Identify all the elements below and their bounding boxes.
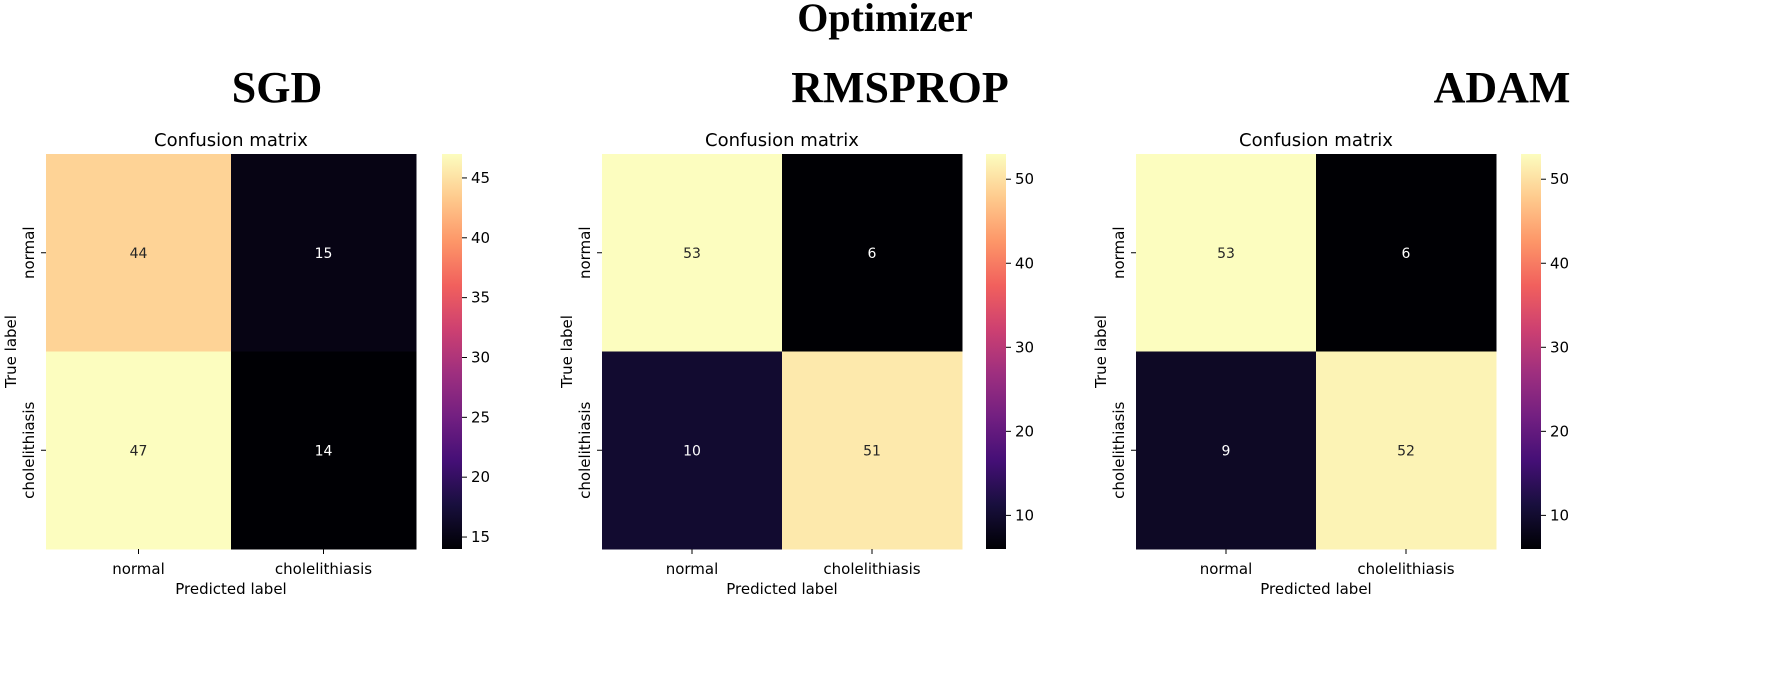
x-tick-label: cholelithiasis (1357, 560, 1454, 578)
x-tick-label: normal (1200, 560, 1253, 578)
y-tick-label: cholelithiasis (20, 401, 38, 498)
heatmap-panel-2: 53 6 9 52 Confusion matrix normal cholelithias… (1092, 130, 1569, 598)
y-tick-label: normal (20, 226, 38, 279)
cell-value-label: 6 (868, 246, 877, 262)
panel-title-sgd: SGD (231, 63, 323, 112)
cell-value-label: 44 (130, 246, 148, 262)
colorbar-tick-label: 20 (471, 468, 490, 486)
colorbar-tick-label: 35 (471, 289, 490, 307)
y-tick-label: normal (576, 226, 594, 279)
heatmap-cell (602, 351, 783, 550)
panel-title-rmsprop: RMSPROP (791, 63, 1009, 112)
cell-value-label: 6 (1402, 246, 1411, 262)
heatmap-cell (1136, 351, 1317, 550)
y-tick-label: cholelithiasis (576, 401, 594, 498)
colorbar-tick-label: 20 (1015, 422, 1034, 440)
colorbar-tick-label: 20 (1550, 422, 1569, 440)
colorbar-tick-label: 40 (471, 229, 490, 247)
colorbar-tick-label: 40 (1550, 254, 1569, 272)
colorbar (442, 154, 462, 549)
colorbar-tick-label: 50 (1550, 170, 1569, 188)
cell-value-label: 53 (1217, 246, 1235, 262)
heatmap-cell (231, 351, 417, 550)
y-axis-label: True label (1092, 315, 1110, 389)
cell-value-label: 9 (1222, 443, 1231, 459)
colorbar-tick-label: 15 (471, 528, 490, 546)
x-tick-label: cholelithiasis (823, 560, 920, 578)
y-tick-label: normal (1110, 226, 1128, 279)
y-tick-label: cholelithiasis (1110, 401, 1128, 498)
cell-value-label: 52 (1397, 443, 1415, 459)
heatmap-cell (1316, 154, 1497, 352)
colorbar (986, 154, 1006, 549)
heatmap-title: Confusion matrix (154, 130, 308, 151)
cell-value-label: 10 (683, 443, 701, 459)
x-tick-label: cholelithiasis (275, 560, 372, 578)
heatmap-cell (602, 154, 783, 352)
colorbar-tick-label: 25 (471, 408, 490, 426)
colorbar-tick-label: 30 (471, 348, 490, 366)
x-axis-label: Predicted label (726, 580, 837, 598)
colorbar-tick-label: 40 (1015, 254, 1034, 272)
colorbar-tick-label: 10 (1015, 506, 1034, 524)
colorbar-tick-label: 50 (1015, 170, 1034, 188)
x-tick-label: normal (666, 560, 719, 578)
x-axis-label: Predicted label (1260, 580, 1371, 598)
y-axis-label: True label (558, 315, 576, 389)
y-axis-label: True label (2, 315, 20, 389)
heatmap-cell (1316, 351, 1497, 550)
heatmap-cell (1136, 154, 1317, 352)
cell-value-label: 53 (683, 246, 701, 262)
cell-value-label: 47 (130, 443, 148, 459)
heatmap-cell (231, 154, 417, 352)
heatmap-cell (46, 351, 232, 550)
cell-value-label: 15 (315, 246, 333, 262)
heatmap-title: Confusion matrix (1239, 130, 1393, 151)
cell-value-label: 14 (315, 443, 333, 459)
colorbar-tick-label: 30 (1550, 338, 1569, 356)
heatmap-cell (782, 154, 963, 352)
x-tick-label: normal (112, 560, 165, 578)
cell-value-label: 51 (863, 443, 881, 459)
heatmap-panel-0: 44 15 47 14 Confusion matrix normal cholelithi… (2, 130, 490, 598)
heatmap-cell (46, 154, 232, 352)
colorbar-tick-label: 45 (471, 169, 490, 187)
heatmap-panel-1: 53 6 10 51 Confusion matrix normal cholelithia… (558, 130, 1034, 598)
colorbar (1521, 154, 1541, 549)
heatmap-title: Confusion matrix (705, 130, 859, 151)
x-axis-label: Predicted label (175, 580, 286, 598)
figure-title: Optimizer (797, 0, 973, 40)
panel-title-adam: ADAM (1433, 63, 1571, 112)
heatmap-cell (782, 351, 963, 550)
colorbar-tick-label: 10 (1550, 506, 1569, 524)
colorbar-tick-label: 30 (1015, 338, 1034, 356)
